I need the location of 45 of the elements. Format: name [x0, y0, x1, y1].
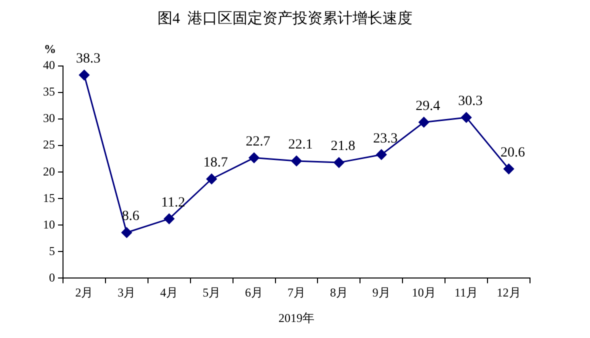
- point: [248, 152, 260, 164]
- data-label: 20.6: [500, 146, 526, 161]
- y-tick-label: 5: [49, 244, 55, 258]
- x-tick-label: 7月: [288, 286, 306, 300]
- data-label: 22.1: [288, 138, 313, 153]
- point: [461, 112, 472, 123]
- point: [78, 70, 90, 80]
- data-label: 8.6: [122, 209, 140, 224]
- data-label: 23.3: [373, 131, 398, 146]
- data-label: 11.2: [161, 195, 186, 210]
- chart-title: 图4 港口区固定资产投资累计增长速度: [158, 10, 412, 27]
- data-label: 29.4: [416, 98, 440, 114]
- x-tick-label: 11月: [454, 286, 478, 300]
- y-tick-label: 20: [43, 164, 55, 178]
- point: [121, 227, 132, 238]
- x-axis-title: 2019年: [278, 310, 314, 325]
- y-tick-label: 10: [43, 217, 55, 232]
- y-tick-label: 15: [43, 190, 55, 205]
- y-tick-label: 40: [43, 58, 55, 72]
- data-label: 22.7: [246, 134, 270, 150]
- point: [334, 157, 344, 168]
- x-tick-label: 12月: [496, 286, 521, 300]
- x-tick-label: 6月: [245, 286, 264, 300]
- point: [504, 164, 514, 174]
- point: [291, 156, 302, 166]
- x-tick-label: 5月: [202, 286, 221, 300]
- y-tick-label: 35: [43, 84, 55, 99]
- data-label: 18.7: [203, 156, 228, 171]
- x-tick-label: 4月: [160, 286, 178, 300]
- data-label: 30.3: [458, 94, 483, 110]
- point: [206, 174, 217, 184]
- x-tick-label: 9月: [372, 286, 390, 300]
- y-tick-label: 25: [43, 138, 55, 152]
- y-tick-label: 30: [43, 111, 55, 126]
- x-tick-label: 2月: [75, 286, 94, 300]
- point: [376, 149, 387, 160]
- point: [164, 214, 174, 224]
- x-tick-label: 8月: [330, 286, 348, 300]
- x-tick-label: 10月: [412, 286, 436, 300]
- data-label: 38.3: [76, 52, 100, 67]
- y-tick-label: 0: [49, 270, 55, 284]
- data-label: 21.8: [330, 139, 356, 154]
- x-tick-label: 3月: [118, 286, 136, 300]
- y-axis-title: %: [44, 42, 56, 56]
- point: [418, 116, 430, 128]
